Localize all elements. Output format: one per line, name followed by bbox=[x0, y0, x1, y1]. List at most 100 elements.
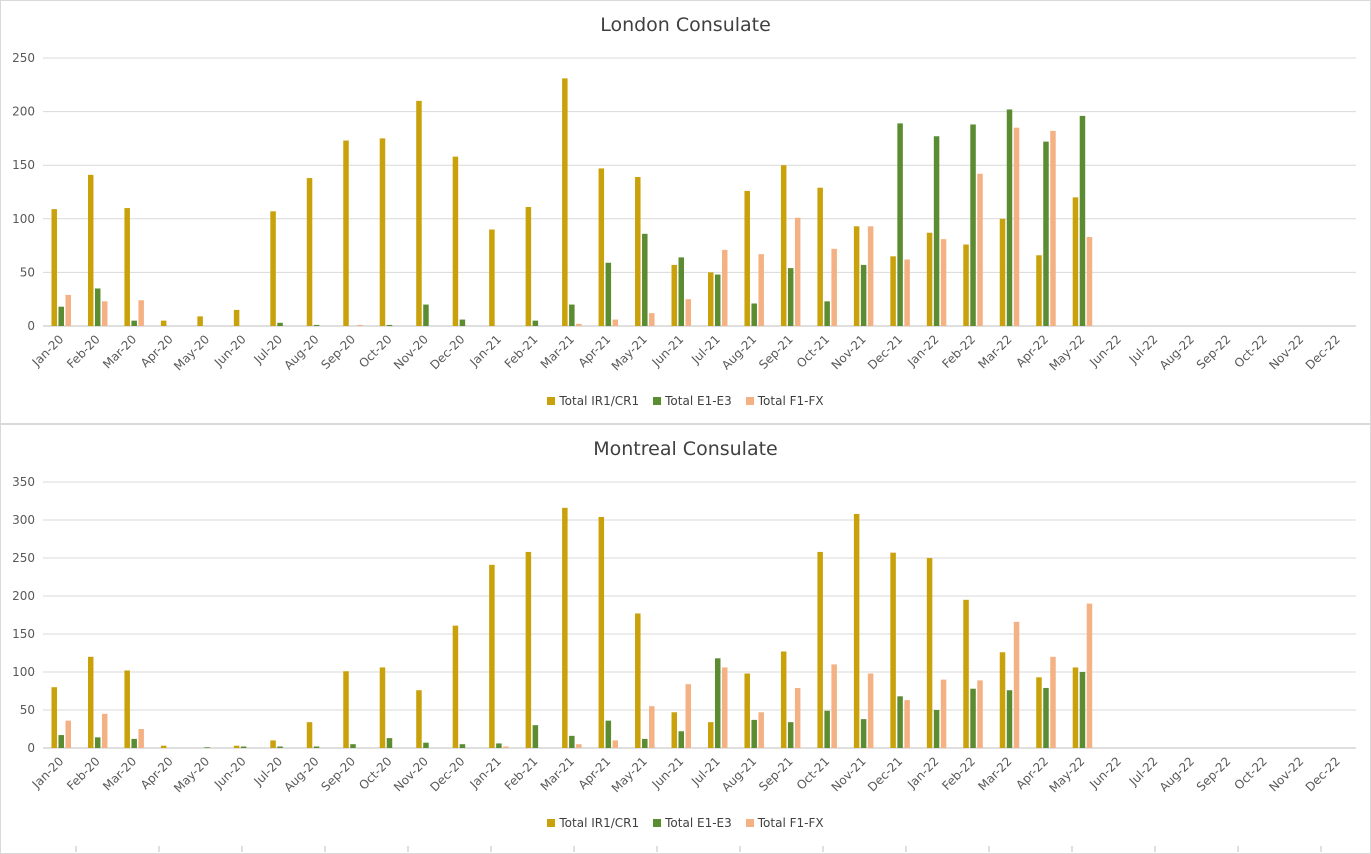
bar-e1 bbox=[1043, 687, 1049, 748]
x-tick-label: Feb-22 bbox=[939, 754, 978, 793]
x-tick-label: Feb-21 bbox=[502, 332, 541, 371]
x-tick-label: Sep-21 bbox=[756, 754, 796, 794]
x-tick-label: Jun-21 bbox=[649, 754, 687, 792]
x-tick-label: Oct-22 bbox=[1232, 754, 1270, 792]
bar-e1 bbox=[1079, 672, 1086, 748]
x-tick-label: Mar-22 bbox=[975, 754, 1014, 793]
bar-f1 bbox=[940, 679, 947, 748]
legend-item-f1: Total F1-FX bbox=[745, 394, 824, 408]
bar-e1 bbox=[1079, 115, 1086, 326]
bar-e1 bbox=[569, 735, 575, 748]
legend-swatch-ir1 bbox=[547, 397, 556, 405]
y-tick-label: 150 bbox=[12, 158, 35, 172]
legend-swatch-f1 bbox=[745, 819, 754, 827]
x-tick-label: Apr-20 bbox=[138, 332, 176, 370]
legend-item-ir1: Total IR1/CR1 bbox=[547, 394, 639, 408]
legend-swatch-e1 bbox=[653, 819, 662, 827]
x-tick-label: Sep-22 bbox=[1194, 332, 1234, 372]
bar-e1 bbox=[350, 744, 356, 748]
bar-ir1 bbox=[853, 513, 860, 748]
x-tick-label: Sep-22 bbox=[1194, 754, 1234, 794]
bar-ir1 bbox=[999, 652, 1006, 748]
legend-label: Total E1-E3 bbox=[665, 816, 732, 830]
bar-e1 bbox=[642, 738, 648, 748]
bar-ir1 bbox=[306, 722, 313, 748]
legend-item-e1: Total E1-E3 bbox=[653, 816, 732, 830]
bar-ir1 bbox=[890, 256, 896, 326]
legend-label: Total IR1/CR1 bbox=[559, 394, 640, 408]
x-tick-label: Mar-20 bbox=[100, 754, 139, 793]
bar-f1 bbox=[1086, 603, 1093, 748]
bar-ir1 bbox=[343, 140, 349, 326]
bar-e1 bbox=[933, 136, 940, 326]
bar-ir1 bbox=[270, 740, 276, 748]
bar-f1 bbox=[867, 226, 874, 326]
x-tick-label: Jul-22 bbox=[1126, 332, 1161, 367]
x-tick-label: Jun-20 bbox=[211, 332, 249, 370]
bar-e1 bbox=[605, 262, 612, 326]
x-tick-label: Aug-21 bbox=[719, 754, 759, 794]
x-tick-label: Jun-22 bbox=[1086, 754, 1124, 792]
bar-e1 bbox=[933, 710, 940, 748]
bar-ir1 bbox=[416, 690, 422, 748]
y-tick-label: 250 bbox=[12, 551, 35, 565]
x-tick-label: Jan-20 bbox=[29, 332, 67, 370]
bar-f1 bbox=[831, 664, 837, 748]
x-tick-label: Mar-21 bbox=[538, 332, 577, 371]
bar-e1 bbox=[678, 731, 685, 748]
chart-legend: Total IR1/CR1 Total E1-E3 Total F1-FX bbox=[1, 394, 1370, 408]
bar-ir1 bbox=[926, 558, 933, 748]
x-tick-label: Oct-21 bbox=[794, 754, 832, 792]
bar-f1 bbox=[1050, 130, 1056, 326]
bar-ir1 bbox=[87, 174, 94, 326]
x-tick-label: Feb-20 bbox=[64, 332, 103, 371]
bar-f1 bbox=[904, 700, 910, 748]
bar-e1 bbox=[459, 744, 466, 748]
bar-f1 bbox=[612, 740, 619, 748]
bar-e1 bbox=[313, 746, 320, 748]
bar-ir1 bbox=[635, 176, 641, 326]
bar-f1 bbox=[721, 249, 728, 326]
bar-f1 bbox=[794, 217, 801, 326]
bar-e1 bbox=[569, 304, 575, 326]
x-tick-label: Dec-20 bbox=[427, 754, 467, 794]
bar-f1 bbox=[65, 720, 71, 748]
bar-e1 bbox=[496, 743, 502, 748]
y-tick-label: 200 bbox=[12, 589, 35, 603]
y-tick-label: 0 bbox=[27, 319, 35, 333]
bar-e1 bbox=[897, 696, 903, 748]
x-tick-label: Sep-21 bbox=[756, 332, 796, 372]
bar-ir1 bbox=[416, 100, 422, 326]
bar-ir1 bbox=[343, 671, 349, 748]
x-tick-label: May-20 bbox=[171, 754, 212, 795]
bar-e1 bbox=[970, 688, 976, 748]
bar-f1 bbox=[138, 300, 144, 326]
x-tick-label: Jul-21 bbox=[688, 754, 723, 789]
bar-ir1 bbox=[379, 667, 386, 748]
bar-ir1 bbox=[87, 656, 94, 748]
y-tick-label: 300 bbox=[12, 513, 35, 527]
bar-ir1 bbox=[598, 516, 605, 748]
x-tick-label: Jul-22 bbox=[1126, 754, 1161, 789]
legend-swatch-ir1 bbox=[547, 819, 556, 827]
bar-ir1 bbox=[562, 78, 568, 326]
bar-f1 bbox=[649, 313, 655, 326]
bar-e1 bbox=[386, 738, 393, 748]
x-tick-label: Dec-20 bbox=[427, 332, 467, 372]
bar-ir1 bbox=[780, 165, 787, 326]
legend-label: Total F1-FX bbox=[757, 816, 824, 830]
y-tick-label: 50 bbox=[20, 703, 35, 717]
bar-ir1 bbox=[890, 552, 896, 748]
bar-f1 bbox=[138, 729, 144, 748]
bar-ir1 bbox=[963, 599, 969, 748]
x-tick-label: Apr-22 bbox=[1013, 332, 1051, 370]
y-tick-label: 350 bbox=[12, 475, 35, 489]
bar-e1 bbox=[94, 737, 101, 748]
legend-label: Total F1-FX bbox=[757, 394, 824, 408]
x-tick-label: Mar-22 bbox=[975, 332, 1014, 371]
x-tick-label: Feb-21 bbox=[502, 754, 541, 793]
x-tick-label: Mar-20 bbox=[100, 332, 139, 371]
legend-label: Total E1-E3 bbox=[665, 394, 732, 408]
chart-legend: Total IR1/CR1 Total E1-E3 Total F1-FX bbox=[1, 816, 1370, 830]
bar-e1 bbox=[58, 306, 64, 326]
